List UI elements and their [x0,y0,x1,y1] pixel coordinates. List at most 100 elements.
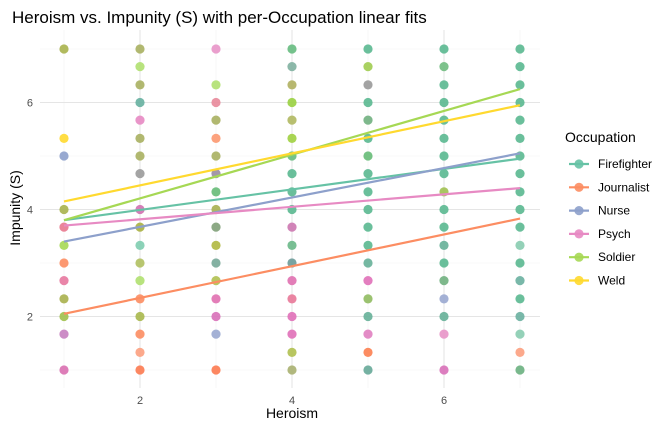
data-point [363,276,373,286]
data-point [363,187,373,197]
data-point [287,294,297,304]
data-point [211,115,221,125]
data-point [211,365,221,375]
data-point [363,115,373,125]
data-point [135,276,145,286]
fit-line-journalist [63,217,521,315]
data-point [211,329,221,339]
data-point [59,329,69,339]
legend-label: Weld [598,274,625,288]
data-point [287,222,297,232]
data-point [439,133,449,143]
chart-title: Heroism vs. Impunity (S) with per-Occupa… [12,8,427,27]
data-point [135,44,145,54]
data-point [363,294,373,304]
data-point [135,62,145,72]
data-point [287,365,297,375]
data-point [515,347,525,357]
x-tick-label: 6 [441,395,447,407]
y-axis-label: Impunity (S) [7,170,23,245]
legend-key-point [574,159,584,169]
data-point [59,294,69,304]
data-point [515,294,525,304]
data-point [59,276,69,286]
data-point [363,44,373,54]
data-point [439,240,449,250]
data-point [515,115,525,125]
data-point [439,329,449,339]
data-point [439,169,449,179]
data-point [135,97,145,108]
legend-item-weld: Weld [569,274,625,288]
data-point [439,151,449,161]
fit-line-weld [63,104,521,203]
legend-key-point [574,252,584,262]
data-point [363,329,373,339]
data-point [363,258,373,268]
data-point [59,151,69,161]
data-point [515,169,525,179]
data-point [439,204,449,215]
data-point [363,80,373,90]
data-point [287,80,297,90]
y-tick-label: 4 [27,205,33,217]
data-point [59,204,69,215]
legend-item-firefighter: Firefighter [569,157,652,171]
data-point [363,347,373,357]
data-point [211,97,221,108]
data-point [515,62,525,72]
x-tick-label: 2 [137,395,143,407]
data-point [439,80,449,90]
data-point [287,311,297,322]
legend-label: Psych [598,227,631,241]
legend-title: Occupation [565,129,636,145]
data-point [287,329,297,339]
data-point [439,44,449,54]
data-point [211,294,221,304]
data-point [515,80,525,90]
data-point [439,365,449,375]
data-point [59,133,69,143]
legend: Occupation Firefighter Journalist Nurse Psy… [565,129,652,288]
data-point [439,294,449,304]
data-point [515,222,525,232]
data-point [515,258,525,268]
data-point [439,276,449,286]
data-point [439,222,449,232]
data-point [211,222,221,232]
x-axis-label: Heroism [266,405,318,421]
data-point [287,169,297,179]
data-point [287,347,297,357]
data-point [135,133,145,143]
data-point [515,204,525,215]
points [59,44,525,375]
data-point [439,62,449,72]
x-tick-label: 4 [289,395,295,407]
data-point [59,365,69,375]
data-point [211,258,221,268]
data-point [135,365,145,375]
data-point [211,80,221,90]
data-point [515,133,525,143]
data-point [515,44,525,54]
legend-item-psych: Psych [569,227,631,241]
data-point [363,311,373,322]
data-point [287,44,297,54]
y-tick-label: 6 [27,98,33,110]
data-point [439,97,449,108]
data-point [287,276,297,286]
data-point [287,115,297,125]
data-point [135,80,145,90]
fit-line-soldier [63,88,521,222]
data-point [135,151,145,161]
fit-lines [63,88,521,315]
fit-line-psych [63,187,521,227]
data-point [211,133,221,143]
legend-item-journalist: Journalist [569,180,650,194]
data-point [515,276,525,286]
data-point [363,169,373,179]
legend-label: Soldier [598,250,635,264]
data-point [515,365,525,375]
data-point [515,187,525,197]
